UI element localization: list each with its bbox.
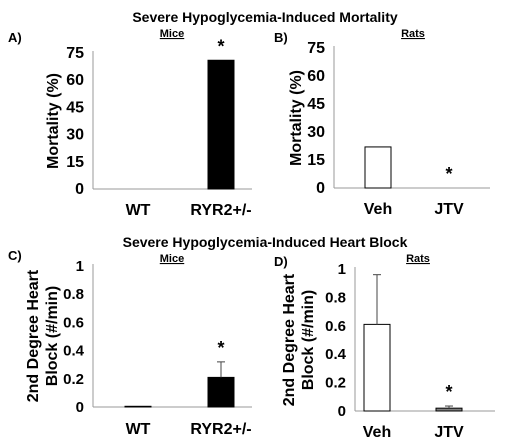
- category-label: WT: [126, 202, 151, 219]
- panel-d-heart-block-rats: D) Rats 0 0.2 0.4 0.6 0.8 1 2nd Degree Heart Bloc…: [274, 253, 495, 441]
- bar: [363, 323, 391, 412]
- panel-c-heart-block-mice: C) Mice 0 0.2 0.4 0.6 0.8 1 2nd Degree Heart Bloc…: [8, 248, 252, 438]
- bar: [364, 146, 392, 189]
- group-label: Mice: [160, 28, 184, 40]
- y-tick-label: 60: [307, 68, 325, 85]
- y-tick-label: 0.2: [325, 375, 346, 392]
- y-tick-label: 0.6: [63, 314, 84, 331]
- y-tick-label: 0.8: [63, 286, 84, 303]
- y-tick-label: 1: [338, 261, 346, 278]
- y-tick-label: 30: [66, 127, 84, 144]
- y-axis-label-line: Mortality (%): [45, 73, 62, 169]
- panel-label: B): [274, 30, 288, 45]
- bar: [207, 59, 235, 190]
- y-tick-label: 0: [338, 403, 346, 420]
- significance-marker: *: [217, 338, 224, 358]
- y-tick-label: 0: [75, 181, 84, 198]
- y-axis-label-line: Mortality (%): [288, 70, 305, 166]
- bar: [207, 376, 235, 408]
- y-axis-label-line: Block (#/min): [44, 286, 61, 386]
- group-label: Mice: [160, 253, 184, 265]
- y-tick-label: 0: [316, 180, 325, 197]
- category-label: Veh: [363, 424, 391, 441]
- y-tick-label: 0: [76, 399, 84, 416]
- y-axis-label-line: 2nd Degree Heart: [281, 273, 298, 406]
- y-tick-label: 0.4: [63, 343, 85, 360]
- significance-marker: *: [445, 164, 452, 184]
- y-tick-label: 0.8: [325, 289, 346, 306]
- y-tick-label: 30: [307, 124, 325, 141]
- y-axis-label-line: 2nd Degree Heart: [25, 269, 42, 402]
- y-axis-label: 2nd Degree Heart Block (#/min): [25, 269, 61, 402]
- y-tick-label: 0.2: [63, 371, 84, 388]
- category-label: RYR2+/-: [190, 421, 251, 438]
- y-axis-label: Mortality (%): [288, 70, 305, 166]
- y-tick-label: 0.6: [325, 318, 346, 335]
- bar: [124, 405, 152, 408]
- category-label: WT: [126, 421, 151, 438]
- bar: [435, 407, 463, 412]
- section-title-mortality: Severe Hypoglycemia-Induced Mortality: [132, 9, 398, 25]
- category-label: RYR2+/-: [190, 202, 251, 219]
- panel-label: D): [274, 254, 288, 269]
- panel-label: A): [8, 30, 22, 45]
- y-axis-label: 2nd Degree Heart Block (#/min): [281, 273, 317, 406]
- significance-marker: *: [217, 36, 224, 56]
- category-label: Veh: [364, 201, 392, 218]
- y-tick-label: 0.4: [325, 346, 347, 363]
- y-tick-label: 75: [307, 40, 325, 57]
- section-title-heart-block: Severe Hypoglycemia-Induced Heart Block: [123, 234, 408, 250]
- group-label: Rats: [401, 28, 425, 40]
- category-label: JTV: [434, 201, 464, 218]
- category-label: JTV: [434, 424, 464, 441]
- y-tick-label: 15: [66, 154, 84, 171]
- y-tick-label: 45: [307, 96, 325, 113]
- y-tick-label: 1: [76, 258, 84, 275]
- y-tick-label: 60: [66, 72, 84, 89]
- y-axis-label: Mortality (%): [45, 73, 62, 169]
- group-label: Rats: [406, 253, 430, 265]
- y-axis-label-line: Block (#/min): [300, 290, 317, 390]
- y-tick-label: 15: [307, 152, 325, 169]
- y-tick-label: 45: [66, 99, 84, 116]
- y-tick-label: 75: [66, 45, 84, 62]
- panel-label: C): [8, 248, 22, 263]
- significance-marker: *: [445, 382, 452, 402]
